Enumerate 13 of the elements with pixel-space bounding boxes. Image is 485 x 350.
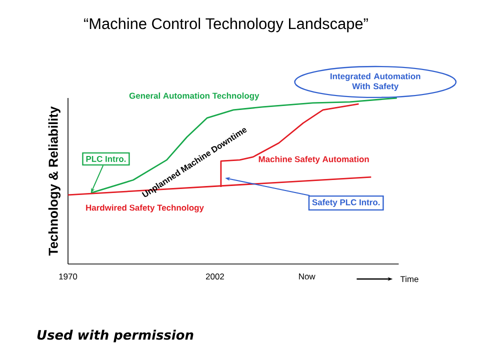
chart-title: “Machine Control Technology Landscape” — [84, 18, 368, 32]
series-label: General Automation Technology — [129, 92, 260, 100]
y-axis-title: Technology & Reliability — [48, 106, 60, 256]
annotation: PLC Intro. — [86, 156, 126, 162]
x-axis-title: Time — [400, 276, 418, 282]
x-tick-label: Now — [299, 274, 316, 280]
x-tick-label: 1970 — [59, 274, 78, 280]
text: Used with permission — [37, 330, 194, 342]
annotation: Integrated Automation With Safety — [330, 73, 420, 91]
x-tick-label: 2002 — [206, 274, 224, 280]
annotation: Safety PLC Intro. — [312, 199, 380, 207]
series-label: Hardwired Safety Technology — [86, 204, 204, 212]
series-label: Machine Safety Automation — [258, 156, 369, 164]
